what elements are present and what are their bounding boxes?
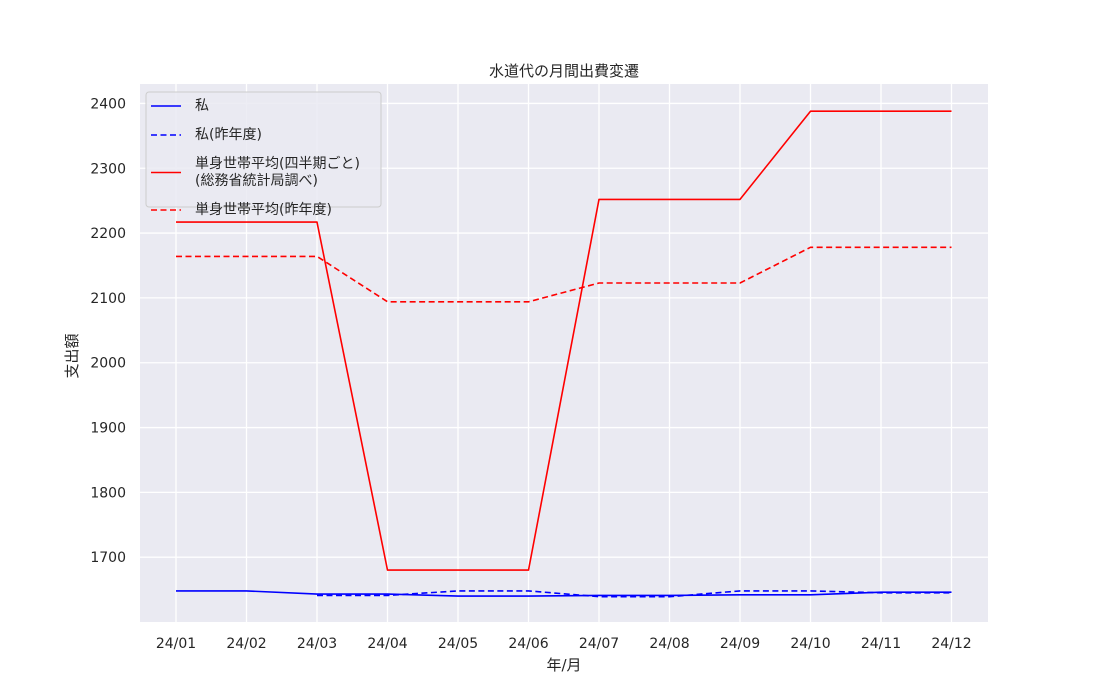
y-tick-label: 1900 — [90, 421, 126, 437]
x-axis-label: 年/月 — [546, 656, 581, 674]
x-tick-labels: 24/01 24/02 24/03 24/04 24/05 24/06 24/07 24/08… — [156, 636, 972, 652]
x-tick-label: 24/08 — [649, 636, 689, 652]
y-tick-label: 1700 — [90, 550, 126, 566]
y-tick-label: 2300 — [90, 161, 126, 177]
x-tick-label: 24/02 — [226, 636, 266, 652]
y-tick-label: 2000 — [90, 356, 126, 372]
series-line-3 — [176, 246, 952, 303]
y-axis-label: 支出額 — [63, 333, 81, 378]
series-line-0 — [176, 590, 952, 597]
series-line-1 — [317, 590, 952, 598]
x-tick-label: 24/03 — [297, 636, 337, 652]
legend-label-3: 単身世帯平均(昨年度) — [195, 202, 332, 218]
y-tick-label: 2200 — [90, 226, 126, 242]
x-tick-label: 24/09 — [720, 636, 760, 652]
series-line-2 — [176, 110, 952, 571]
x-tick-label: 24/11 — [861, 636, 901, 652]
legend-label-2: 単身世帯平均(四半期ごと) (総務省統計局調べ) — [195, 156, 360, 189]
x-tick-label: 24/04 — [367, 636, 407, 652]
legend: 私私(昨年度) 単身世帯平均(四半期ごと) (総務省統計局調べ) 単身世帯平均(昨年度… — [145, 91, 382, 218]
y-tick-label: 1800 — [90, 485, 126, 501]
y-tick-label: 2100 — [90, 291, 126, 307]
x-tick-label: 24/07 — [579, 636, 619, 652]
x-tick-label: 24/06 — [508, 636, 548, 652]
legend-label-1: 私(昨年度) — [195, 127, 262, 143]
legend-frame — [145, 91, 382, 208]
chart-title: 水道代の月間出費変遷 — [489, 62, 639, 80]
x-tick-label: 24/12 — [931, 636, 971, 652]
x-tick-label: 24/10 — [790, 636, 830, 652]
y-tick-label: 2400 — [90, 96, 126, 112]
x-tick-label: 24/05 — [438, 636, 478, 652]
series-lines — [176, 110, 952, 598]
y-tick-labels: 1700 1800 1900 2000 2100 2200 2300 2400 — [90, 96, 126, 566]
legend-label-0: 私 — [195, 98, 209, 114]
x-tick-label: 24/01 — [156, 636, 196, 652]
